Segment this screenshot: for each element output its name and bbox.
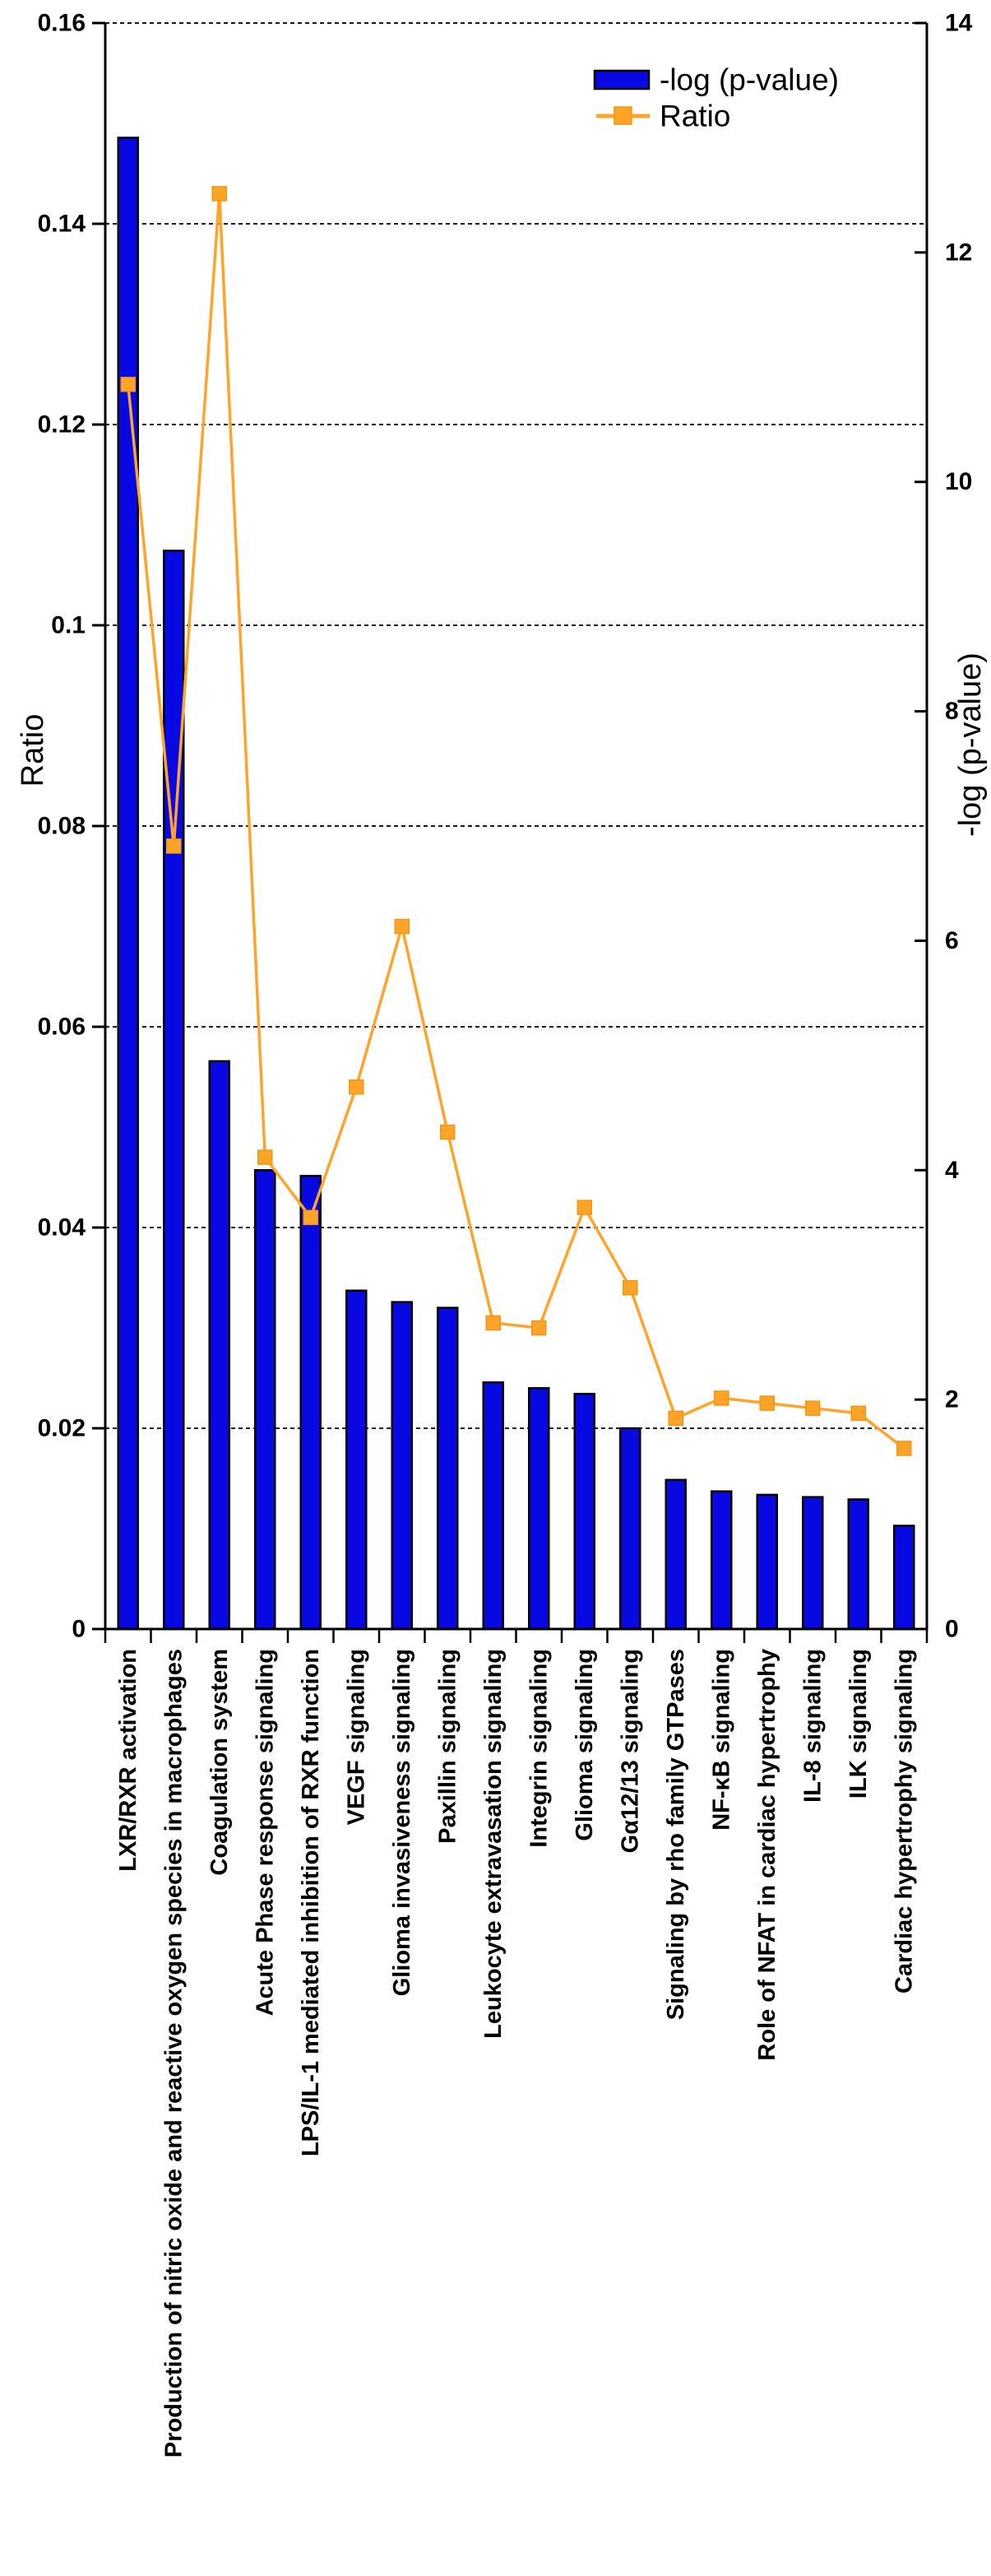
right-axis-tick-label: 4 xyxy=(945,1157,959,1184)
ratio-point-15 xyxy=(759,1395,775,1411)
ratio-point-6 xyxy=(349,1079,364,1095)
category-label: Paxillin signaling xyxy=(434,1649,461,1844)
bar-1 xyxy=(117,137,139,1631)
bar-15 xyxy=(756,1493,778,1631)
legend-bar-label: -log (p-value) xyxy=(660,63,839,97)
category-label: ILK signaling xyxy=(845,1649,872,1799)
category-label: Glioma invasiveness signaling xyxy=(389,1649,415,1996)
ratio-point-16 xyxy=(805,1400,821,1416)
category-label: NF-κB signaling xyxy=(708,1649,734,1831)
category-label: LPS/IL-1 mediated inhibition of RXR func… xyxy=(298,1649,324,2156)
right-axis-tick-label: 12 xyxy=(945,239,972,266)
legend-ratio-label: Ratio xyxy=(660,100,730,133)
bar-3 xyxy=(208,1060,230,1631)
legend-line-marker xyxy=(614,106,632,125)
left-axis-tick-label: 0.04 xyxy=(38,1214,86,1242)
right-axis-tick-label: 6 xyxy=(945,927,959,954)
ratio-point-2 xyxy=(166,838,182,854)
ratio-point-9 xyxy=(485,1315,501,1331)
left-axis-tick-label: 0.06 xyxy=(38,1014,86,1041)
ratio-point-7 xyxy=(394,918,410,935)
ratio-point-1 xyxy=(120,376,136,392)
bar-12 xyxy=(619,1427,641,1631)
category-label: Gα12/13 signaling xyxy=(617,1649,643,1853)
category-label: Cardiac hypertrophy signaling xyxy=(891,1649,917,1993)
ratio-point-13 xyxy=(668,1410,683,1427)
right-axis-tick-label: 8 xyxy=(945,698,959,725)
left-axis-tick-label: 0.12 xyxy=(38,411,86,439)
right-axis-tick-label: 14 xyxy=(945,10,973,37)
category-label: Glioma signaling xyxy=(572,1649,598,1841)
left-axis-tick-label: 0 xyxy=(72,1616,86,1643)
ratio-point-17 xyxy=(850,1405,866,1421)
category-label: Role of NFAT in cardiac hypertrophy xyxy=(754,1649,780,2061)
category-label: LXR/RXR activation xyxy=(115,1649,141,1872)
ratio-point-3 xyxy=(211,186,227,202)
left-axis-title: Ratio xyxy=(16,714,50,787)
bar-2 xyxy=(163,550,185,1631)
left-axis-tick-label: 0.16 xyxy=(38,10,86,37)
bar-16 xyxy=(802,1496,824,1631)
category-label: Coagulation system xyxy=(206,1649,233,1876)
left-axis-tick-label: 0.14 xyxy=(38,211,86,238)
left-axis-tick-label: 0.02 xyxy=(38,1415,86,1442)
left-axis-tick-label: 0.1 xyxy=(51,612,86,639)
bar-9 xyxy=(482,1381,504,1631)
bar-6 xyxy=(345,1289,368,1631)
category-label: IL-8 signaling xyxy=(799,1649,826,1803)
category-label: Leukocyte extravasation signaling xyxy=(480,1649,507,2039)
ratio-point-8 xyxy=(440,1124,456,1140)
ratio-point-4 xyxy=(257,1149,273,1165)
bar-18 xyxy=(893,1525,915,1631)
ratio-point-10 xyxy=(531,1320,547,1336)
category-label: Acute Phase response signaling xyxy=(252,1649,278,2016)
legend-bar-swatch xyxy=(593,69,651,91)
bar-14 xyxy=(711,1490,733,1631)
category-label: Integrin signaling xyxy=(526,1649,552,1848)
right-axis-tick-label: 2 xyxy=(945,1386,959,1413)
category-label: Signaling by rho family GTPases xyxy=(663,1649,689,2020)
bar-5 xyxy=(299,1175,322,1631)
ratio-point-14 xyxy=(714,1390,729,1406)
right-axis-title: -log (p-value) xyxy=(953,652,988,837)
ratio-point-11 xyxy=(577,1200,592,1215)
bar-8 xyxy=(437,1307,459,1631)
right-axis-tick-label: 0 xyxy=(945,1616,959,1643)
bar-11 xyxy=(573,1392,595,1631)
bar-7 xyxy=(391,1301,413,1631)
category-label: Production of nitric oxide and reactive … xyxy=(160,1649,187,2458)
ratio-point-5 xyxy=(303,1209,318,1226)
ratio-point-12 xyxy=(623,1279,638,1296)
left-axis-tick-label: 0.08 xyxy=(38,813,86,840)
right-axis-tick-label: 10 xyxy=(945,468,972,495)
bar-10 xyxy=(528,1386,550,1631)
bar-13 xyxy=(665,1478,687,1631)
bar-17 xyxy=(847,1498,869,1631)
bar-4 xyxy=(254,1169,276,1631)
category-label: VEGF signaling xyxy=(343,1649,369,1825)
ratio-point-18 xyxy=(896,1441,912,1456)
ratio-line xyxy=(127,193,905,1450)
